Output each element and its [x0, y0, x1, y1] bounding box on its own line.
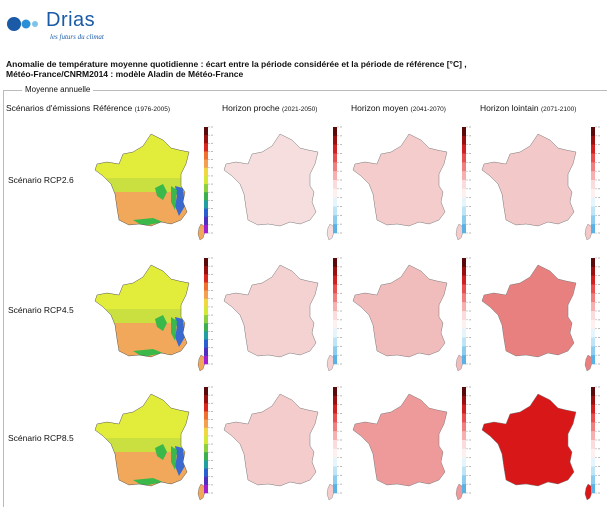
- colorbar-reference: [204, 126, 213, 234]
- map-cell: [93, 385, 213, 503]
- fieldset-legend: Moyenne annuelle: [22, 85, 94, 94]
- title-line-2: Météo-France/CNRM2014 : modèle Aladin de…: [6, 69, 244, 79]
- france-map: [94, 133, 206, 241]
- map-cell: [351, 256, 471, 374]
- column-label: Référence: [93, 103, 133, 113]
- colorbar-anomaly: [591, 386, 600, 494]
- map-cell: [480, 125, 600, 243]
- column-period: (2071-2100): [540, 106, 577, 113]
- column-label: Scénarios d'émissions: [6, 103, 91, 113]
- drias-logo[interactable]: Drias les futurs du climat: [6, 8, 116, 42]
- colorbar-anomaly: [591, 257, 600, 365]
- map-cell: [351, 125, 471, 243]
- france-map: [94, 264, 206, 372]
- row-label-rcp45: Scénario RCP4.5: [8, 305, 74, 315]
- france-map: [352, 133, 464, 241]
- column-label: Horizon moyen: [351, 103, 409, 113]
- row-label-rcp85: Scénario RCP8.5: [8, 433, 74, 443]
- column-label: Horizon proche: [222, 103, 280, 113]
- france-map: [481, 393, 593, 501]
- fieldset-annual-mean: Moyenne annuelle: [3, 85, 607, 507]
- map-cell: [93, 125, 213, 243]
- colorbar-anomaly: [462, 257, 471, 365]
- column-label: Horizon lointain: [480, 103, 539, 113]
- france-map: [94, 393, 206, 501]
- column-header-near: Horizon proche (2021-2050): [222, 103, 317, 113]
- brand-name: Drias: [46, 9, 96, 31]
- france-map: [223, 133, 335, 241]
- colorbar-reference: [204, 386, 213, 494]
- france-map: [223, 264, 335, 372]
- column-header-mid: Horizon moyen (2041-2070): [351, 103, 446, 113]
- colorbar-anomaly: [462, 126, 471, 234]
- row-label-rcp26: Scénario RCP2.6: [8, 175, 74, 185]
- map-cell: [351, 385, 471, 503]
- map-cell: [222, 385, 342, 503]
- column-period: (2041-2070): [410, 106, 446, 113]
- france-map: [352, 264, 464, 372]
- france-map: [481, 264, 593, 372]
- column-period: (2021-2050): [282, 106, 318, 113]
- title-line-1: Anomalie de température moyenne quotidie…: [6, 59, 467, 69]
- map-cell: [93, 256, 213, 374]
- colorbar-anomaly: [333, 386, 342, 494]
- colorbar-anomaly: [462, 386, 471, 494]
- page-title: Anomalie de température moyenne quotidie…: [6, 59, 606, 79]
- map-cell: [222, 256, 342, 374]
- column-period: (1976-2005): [134, 106, 171, 113]
- colorbar-reference: [204, 257, 213, 365]
- colorbar-anomaly: [333, 126, 342, 234]
- colorbar-anomaly: [333, 257, 342, 365]
- column-header-far: Horizon lointain (2071-2100): [480, 103, 576, 113]
- brand-tagline: les futurs du climat: [50, 33, 104, 41]
- france-map: [352, 393, 464, 501]
- france-map: [481, 133, 593, 241]
- map-cell: [222, 125, 342, 243]
- colorbar-anomaly: [591, 126, 600, 234]
- france-map: [223, 393, 335, 501]
- map-cell: [480, 256, 600, 374]
- map-cell: [480, 385, 600, 503]
- column-header-reference: Référence (1976-2005): [93, 103, 170, 113]
- drias-dots-icon: [7, 17, 38, 31]
- column-header-scenarios: Scénarios d'émissions: [6, 103, 90, 113]
